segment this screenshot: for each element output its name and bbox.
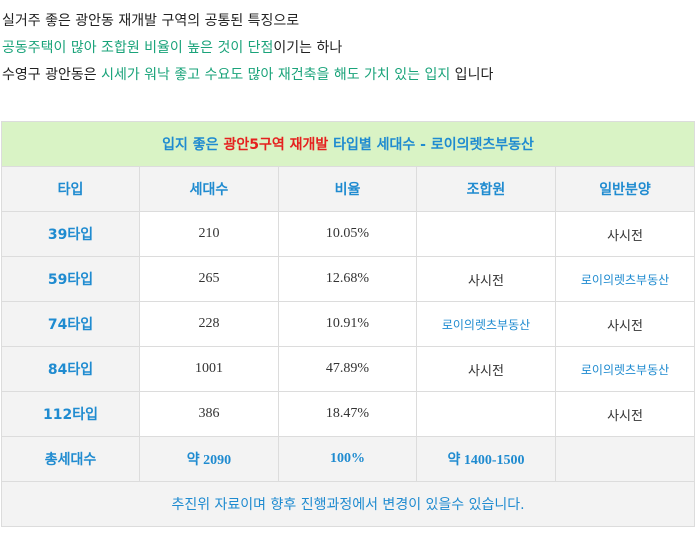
header-type: 타입 (1, 166, 140, 212)
header-general: 일반분양 (554, 166, 695, 212)
intro-line-3: 수영구 광안동은 시세가 워낙 좋고 수요도 많아 재건축을 해도 가치 있는 … (2, 62, 692, 89)
row-units: 386 (139, 391, 279, 437)
table-title-highlight: 광안5구역 재개발 (223, 137, 329, 153)
row-ratio: 10.05% (278, 211, 417, 257)
table-row: 84타입 1001 47.89% 사시전 로이의렛츠부동산 (1, 346, 695, 392)
row-units: 228 (139, 301, 279, 347)
total-ratio: 100% (278, 436, 417, 482)
table-total-row: 총세대수 약 2090 100% 약 1400-1500 (1, 436, 695, 482)
intro-line-2-highlight: 공동주택이 많아 조합원 비율이 높은 것이 단점 (2, 40, 274, 56)
intro-line-3-prefix: 수영구 광안동은 (2, 67, 102, 83)
intro-line-1: 실거주 좋은 광안동 재개발 구역의 공통된 특징으로 (2, 8, 692, 35)
row-ratio: 47.89% (278, 346, 417, 392)
header-ratio: 비율 (278, 166, 417, 212)
row-type: 84타입 (1, 346, 140, 392)
row-general-link[interactable]: 로이의렛츠부동산 (554, 256, 695, 302)
row-type: 112타입 (1, 391, 140, 437)
row-ratio: 12.68% (278, 256, 417, 302)
header-units: 세대수 (139, 166, 279, 212)
row-general: 사시전 (554, 391, 695, 437)
table-title-part2: 타입별 세대수 - 로이의렛츠부동산 (328, 137, 534, 153)
intro-line-3-suffix: 입니다 (450, 67, 494, 83)
table-row: 112타입 386 18.47% 사시전 (1, 391, 695, 437)
row-type: 59타입 (1, 256, 140, 302)
row-ratio: 10.91% (278, 301, 417, 347)
row-member: 사시전 (416, 346, 556, 392)
intro-line-1-text: 실거주 좋은 광안동 재개발 구역의 공통된 특징으로 (2, 13, 300, 29)
row-ratio: 18.47% (278, 391, 417, 437)
row-units: 1001 (139, 346, 279, 392)
row-member (416, 391, 556, 437)
intro-text: 실거주 좋은 광안동 재개발 구역의 공통된 특징으로 공동주택이 많아 조합원… (2, 8, 692, 89)
intro-line-2-text: 이기는 하나 (273, 40, 343, 56)
table-title: 입지 좋은 광안5구역 재개발 타입별 세대수 - 로이의렛츠부동산 (0, 121, 695, 167)
intro-line-3-highlight: 시세가 워낙 좋고 수요도 많아 재건축을 해도 가치 있는 입지 (101, 67, 451, 83)
table-title-part1: 입지 좋은 (162, 137, 224, 153)
total-units: 약 2090 (139, 436, 279, 482)
row-member-link[interactable]: 로이의렛츠부동산 (416, 301, 556, 347)
row-member: 사시전 (416, 256, 556, 302)
table-note: 추진위 자료이며 향후 진행과정에서 변경이 있을수 있습니다. (0, 481, 695, 527)
row-general-link[interactable]: 로이의렛츠부동산 (554, 346, 695, 392)
table-row: 59타입 265 12.68% 사시전 로이의렛츠부동산 (1, 256, 695, 302)
intro-line-2: 공동주택이 많아 조합원 비율이 높은 것이 단점이기는 하나 (2, 35, 692, 62)
row-units: 265 (139, 256, 279, 302)
row-type: 39타입 (1, 211, 140, 257)
row-units: 210 (139, 211, 279, 257)
total-label: 총세대수 (1, 436, 140, 482)
table-header-row: 타입 세대수 비율 조합원 일반분양 (1, 166, 695, 212)
table-title-row: 입지 좋은 광안5구역 재개발 타입별 세대수 - 로이의렛츠부동산 (0, 121, 695, 167)
row-member (416, 211, 556, 257)
table-row: 74타입 228 10.91% 로이의렛츠부동산 사시전 (1, 301, 695, 347)
row-general: 사시전 (554, 301, 695, 347)
table-note-row: 추진위 자료이며 향후 진행과정에서 변경이 있을수 있습니다. (0, 481, 695, 527)
header-member: 조합원 (416, 166, 556, 212)
table-row: 39타입 210 10.05% 사시전 (1, 211, 695, 257)
total-general (554, 436, 695, 482)
row-general: 사시전 (554, 211, 695, 257)
row-type: 74타입 (1, 301, 140, 347)
total-member: 약 1400-1500 (416, 436, 556, 482)
unit-type-table: 입지 좋은 광안5구역 재개발 타입별 세대수 - 로이의렛츠부동산 타입 세대… (0, 121, 695, 527)
